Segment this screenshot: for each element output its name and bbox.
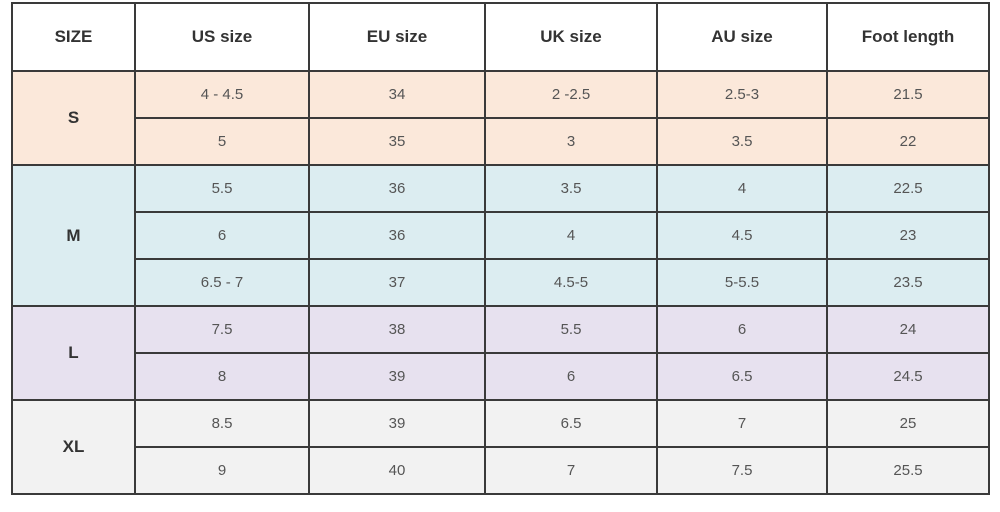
table-cell: 22 bbox=[826, 117, 990, 166]
header-row: SIZE US size EU size UK size AU size Foot len… bbox=[11, 2, 990, 72]
header-cell: UK size bbox=[484, 2, 658, 72]
size-cell: S bbox=[11, 70, 136, 166]
table-cell: 3.5 bbox=[484, 164, 658, 213]
table-cell: 21.5 bbox=[826, 70, 990, 119]
table-cell: 23 bbox=[826, 211, 990, 260]
header-cell: EU size bbox=[308, 2, 486, 72]
table-cell: 6 bbox=[656, 305, 828, 354]
table-cell: 25 bbox=[826, 399, 990, 448]
table-cell: 38 bbox=[308, 305, 486, 354]
table-row: 8 39 6 6.5 24.5 bbox=[12, 352, 990, 401]
table-cell: 3.5 bbox=[656, 117, 828, 166]
table-cell: 36 bbox=[308, 211, 486, 260]
table-cell: 40 bbox=[308, 446, 486, 495]
table-row: 9 40 7 7.5 25.5 bbox=[12, 446, 990, 495]
table-cell: 2 -2.5 bbox=[484, 70, 658, 119]
table-cell: 6.5 bbox=[484, 399, 658, 448]
table-cell: 4.5 bbox=[656, 211, 828, 260]
table-cell: 5-5.5 bbox=[656, 258, 828, 307]
table-cell: 9 bbox=[134, 446, 310, 495]
table-row: 6.5 - 7 37 4.5-5 5-5.5 23.5 bbox=[12, 258, 990, 307]
table-cell: 5.5 bbox=[484, 305, 658, 354]
table-cell: 6 bbox=[484, 352, 658, 401]
table-cell: 25.5 bbox=[826, 446, 990, 495]
table-cell: 5.5 bbox=[134, 164, 310, 213]
table-row: L 7.5 38 5.5 6 24 bbox=[11, 305, 990, 401]
table-cell: 4 bbox=[484, 211, 658, 260]
table-cell: 5 bbox=[134, 117, 310, 166]
table-cell: 24 bbox=[826, 305, 990, 354]
table-cell: 6.5 - 7 bbox=[134, 258, 310, 307]
table-cell: 36 bbox=[308, 164, 486, 213]
size-cell: L bbox=[11, 305, 136, 401]
table-cell: 23.5 bbox=[826, 258, 990, 307]
header-cell: Foot length bbox=[826, 2, 990, 72]
table-cell: 7 bbox=[656, 399, 828, 448]
table-cell: 4 bbox=[656, 164, 828, 213]
table-cell: 24.5 bbox=[826, 352, 990, 401]
table-cell: 35 bbox=[308, 117, 486, 166]
header-cell: AU size bbox=[656, 2, 828, 72]
table-cell: 7 bbox=[484, 446, 658, 495]
table-cell: 7.5 bbox=[656, 446, 828, 495]
table-cell: 2.5-3 bbox=[656, 70, 828, 119]
table-cell: 22.5 bbox=[826, 164, 990, 213]
table-cell: 37 bbox=[308, 258, 486, 307]
table-cell: 39 bbox=[308, 352, 486, 401]
table-row: 5 35 3 3.5 22 bbox=[12, 117, 990, 166]
table-cell: 4 - 4.5 bbox=[134, 70, 310, 119]
header-cell: US size bbox=[134, 2, 310, 72]
size-chart-table: SIZE US size EU size UK size AU size Foot len… bbox=[11, 2, 990, 495]
table-cell: 8 bbox=[134, 352, 310, 401]
table-cell: 7.5 bbox=[134, 305, 310, 354]
size-cell: M bbox=[11, 164, 136, 307]
table-row: M 5.5 36 3.5 4 22.5 bbox=[11, 164, 990, 307]
table-row: XL 8.5 39 6.5 7 25 bbox=[11, 399, 990, 495]
table-cell: 6.5 bbox=[656, 352, 828, 401]
size-cell: XL bbox=[11, 399, 136, 495]
table-cell: 6 bbox=[134, 211, 310, 260]
table-cell: 4.5-5 bbox=[484, 258, 658, 307]
header-cell: SIZE bbox=[11, 2, 136, 72]
table-cell: 39 bbox=[308, 399, 486, 448]
table-cell: 34 bbox=[308, 70, 486, 119]
table-cell: 3 bbox=[484, 117, 658, 166]
table-row: 6 36 4 4.5 23 bbox=[12, 211, 990, 260]
table-cell: 8.5 bbox=[134, 399, 310, 448]
